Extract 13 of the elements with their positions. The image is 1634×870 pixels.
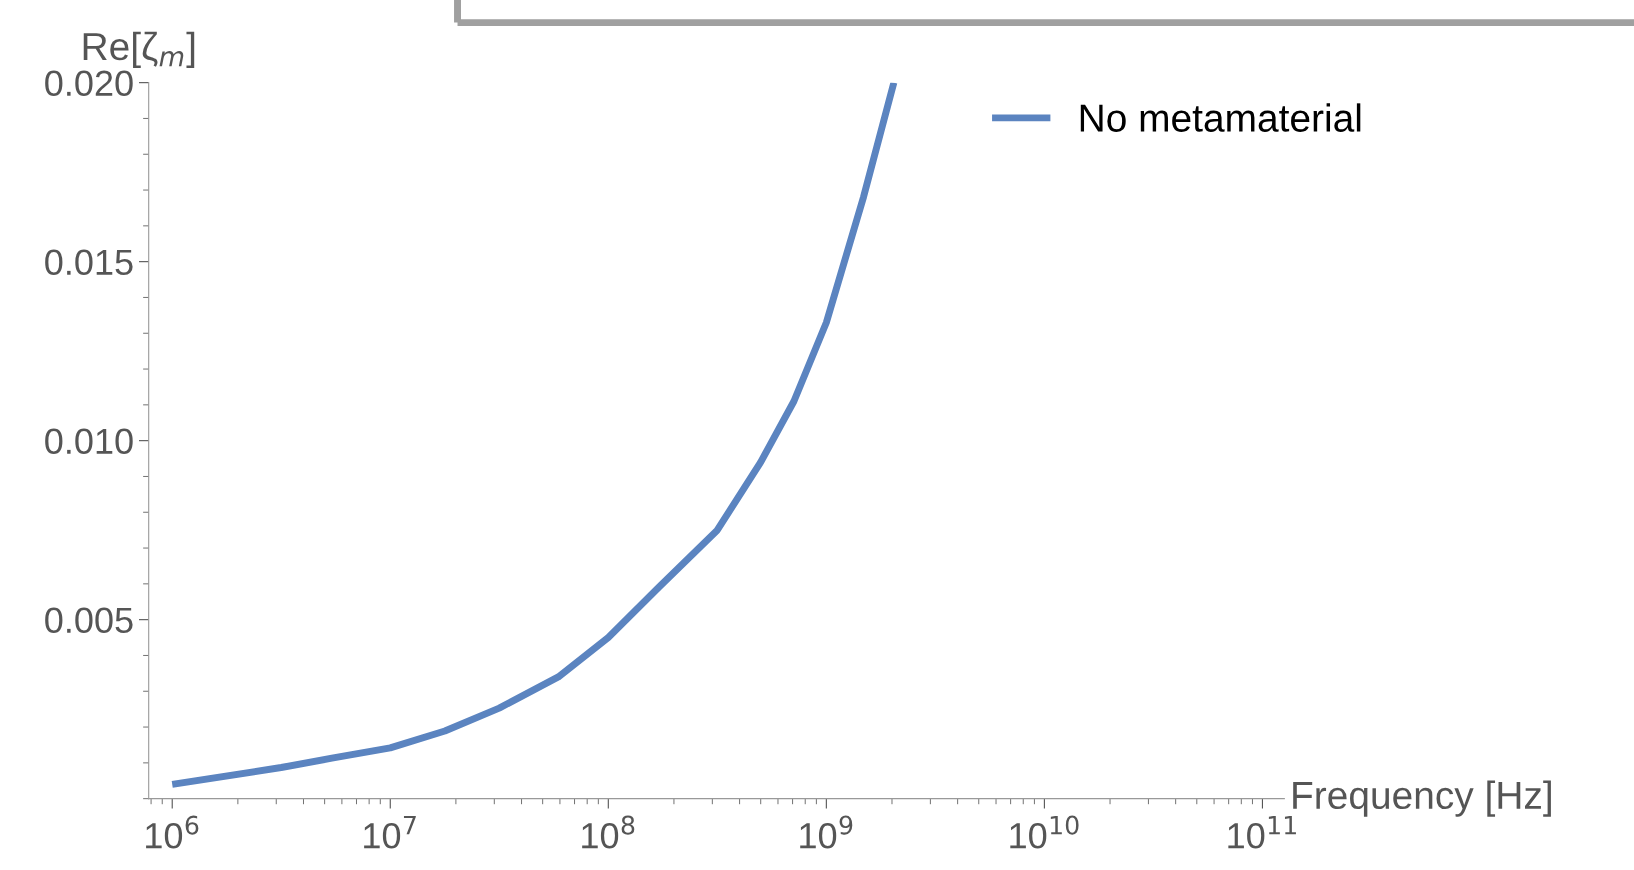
y-tick-label: 0.020 <box>45 70 133 97</box>
y-tick-label: 0.010 <box>45 428 133 455</box>
x-tick-label: 10$^{9}$ <box>800 815 853 849</box>
x-tick-label: 10$^{11}$ <box>1228 815 1296 849</box>
x-tick-label: 10$^{6}$ <box>146 815 199 849</box>
y-tick-label: 0.015 <box>45 249 133 276</box>
x-axis-title: Frequency [Hz] <box>1293 780 1551 817</box>
y-tick-label: 0.005 <box>45 607 133 634</box>
x-tick-label: 10$^{7}$ <box>364 815 416 849</box>
y-axis-title: Re[ζ$_{m}$] <box>83 31 195 69</box>
x-tick-label: 10$^{8}$ <box>582 815 635 849</box>
legend-label: No metamaterial <box>1080 103 1361 132</box>
x-tick-label: 10$^{10}$ <box>1010 815 1079 849</box>
